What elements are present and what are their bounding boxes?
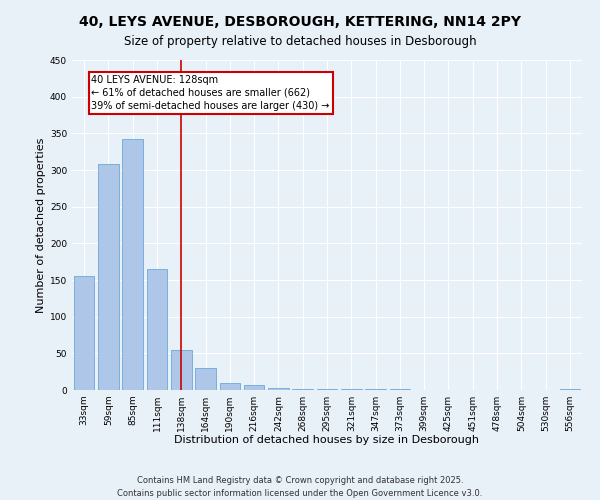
Bar xyxy=(74,276,94,390)
Text: 40, LEYS AVENUE, DESBOROUGH, KETTERING, NN14 2PY: 40, LEYS AVENUE, DESBOROUGH, KETTERING, … xyxy=(79,15,521,29)
Bar xyxy=(98,164,119,390)
Y-axis label: Number of detached properties: Number of detached properties xyxy=(36,138,46,312)
X-axis label: Distribution of detached houses by size in Desborough: Distribution of detached houses by size … xyxy=(175,436,479,446)
Bar xyxy=(268,388,289,390)
Bar xyxy=(146,269,167,390)
Bar xyxy=(171,350,191,390)
Bar xyxy=(195,368,216,390)
Text: 40 LEYS AVENUE: 128sqm
← 61% of detached houses are smaller (662)
39% of semi-de: 40 LEYS AVENUE: 128sqm ← 61% of detached… xyxy=(91,74,330,111)
Bar xyxy=(244,385,265,390)
Bar xyxy=(122,139,143,390)
Bar xyxy=(220,382,240,390)
Text: Size of property relative to detached houses in Desborough: Size of property relative to detached ho… xyxy=(124,35,476,48)
Bar xyxy=(317,388,337,390)
Bar xyxy=(292,388,313,390)
Text: Contains HM Land Registry data © Crown copyright and database right 2025.
Contai: Contains HM Land Registry data © Crown c… xyxy=(118,476,482,498)
